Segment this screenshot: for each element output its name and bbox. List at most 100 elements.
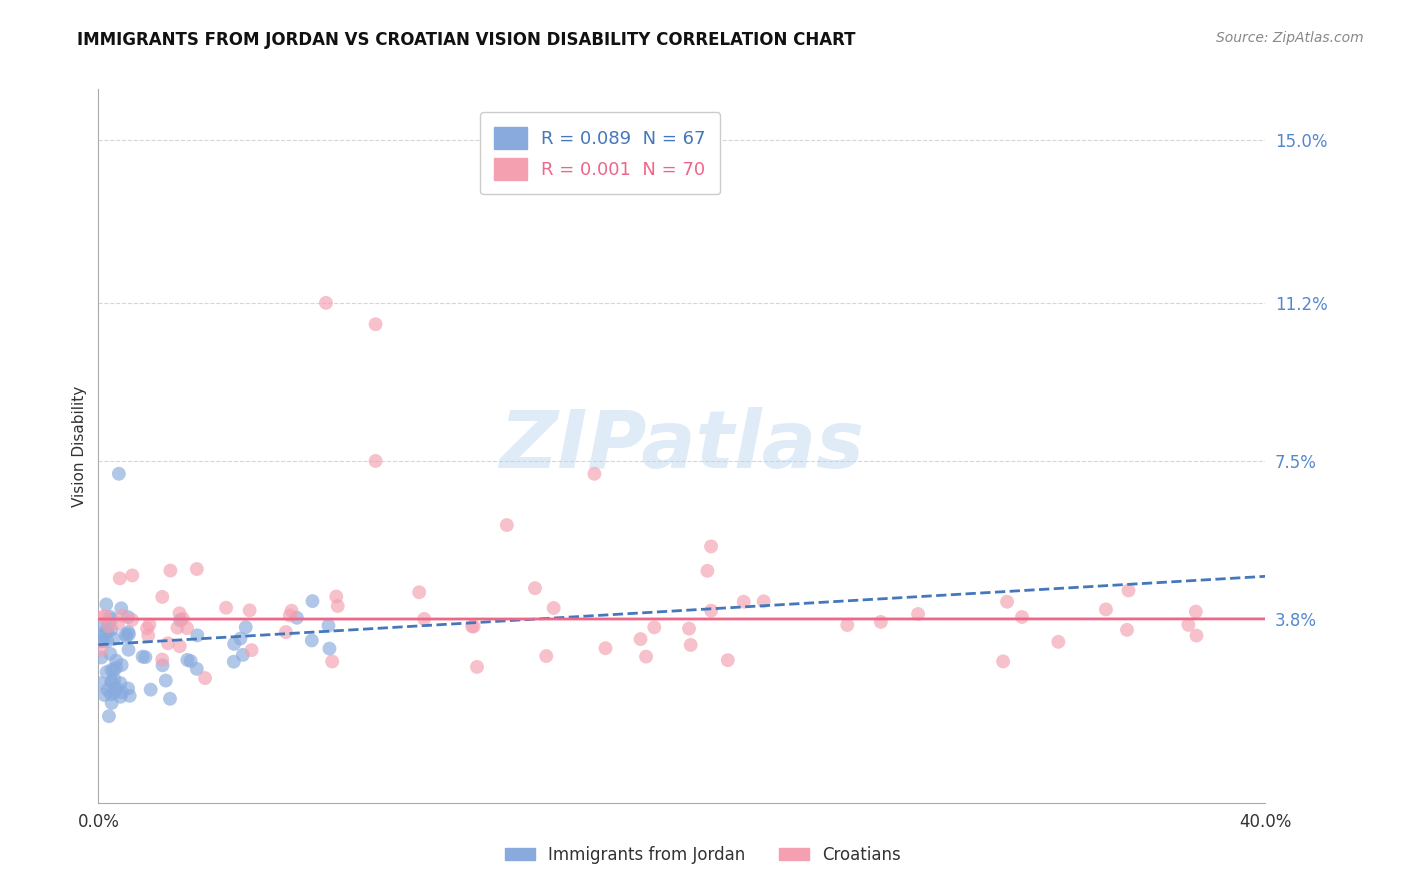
Point — [97, 709, 120, 723]
Point — [524, 581, 547, 595]
Legend: Immigrants from Jordan, Croatians: Immigrants from Jordan, Croatians — [498, 839, 908, 871]
Point — [121, 568, 143, 582]
Point — [229, 632, 252, 646]
Point — [364, 454, 387, 468]
Point — [1116, 623, 1139, 637]
Point — [150, 590, 173, 604]
Point — [103, 632, 125, 646]
Point — [169, 639, 191, 653]
Point — [169, 607, 191, 621]
Point — [837, 618, 859, 632]
Point — [180, 654, 202, 668]
Point — [117, 625, 139, 640]
Point — [98, 647, 121, 661]
Point — [172, 612, 194, 626]
Point — [159, 564, 181, 578]
Point — [991, 654, 1014, 668]
Point — [301, 633, 323, 648]
Point — [176, 653, 198, 667]
Point — [408, 585, 430, 599]
Point — [103, 673, 125, 687]
Point — [194, 671, 217, 685]
Point — [1185, 629, 1208, 643]
Point — [643, 620, 665, 634]
Point — [96, 634, 118, 648]
Point — [139, 682, 162, 697]
Point — [100, 687, 122, 701]
Point — [108, 467, 131, 481]
Point — [108, 571, 131, 585]
Point — [90, 676, 112, 690]
Point — [115, 630, 138, 644]
Point — [700, 604, 723, 618]
Point — [136, 621, 159, 635]
Point — [110, 690, 132, 704]
Point — [89, 634, 111, 648]
Point — [536, 649, 558, 664]
Point — [630, 632, 652, 646]
Point — [907, 607, 929, 621]
Point — [114, 627, 136, 641]
Text: Source: ZipAtlas.com: Source: ZipAtlas.com — [1216, 31, 1364, 45]
Text: ZIPatlas: ZIPatlas — [499, 407, 865, 485]
Point — [100, 623, 122, 637]
Point — [1095, 602, 1118, 616]
Point — [91, 634, 114, 648]
Point — [235, 620, 257, 634]
Point — [98, 609, 121, 624]
Point — [274, 625, 297, 640]
Point — [186, 662, 208, 676]
Point — [752, 594, 775, 608]
Point — [166, 621, 188, 635]
Point — [583, 467, 606, 481]
Point — [107, 616, 129, 631]
Point — [117, 642, 139, 657]
Point — [543, 601, 565, 615]
Point — [150, 652, 173, 666]
Point — [169, 613, 191, 627]
Point — [318, 618, 340, 632]
Point — [96, 682, 118, 697]
Point — [318, 641, 340, 656]
Point — [136, 628, 159, 642]
Point — [118, 627, 141, 641]
Point — [465, 660, 488, 674]
Point — [869, 615, 891, 629]
Point — [111, 658, 134, 673]
Point — [111, 685, 134, 699]
Point — [131, 649, 153, 664]
Point — [1011, 610, 1033, 624]
Point — [104, 686, 127, 700]
Point — [134, 650, 156, 665]
Point — [110, 676, 132, 690]
Point — [104, 682, 127, 697]
Point — [103, 664, 125, 678]
Point — [280, 604, 302, 618]
Point — [215, 600, 238, 615]
Point — [100, 696, 122, 710]
Point — [461, 619, 484, 633]
Point — [285, 611, 308, 625]
Point — [995, 595, 1018, 609]
Point — [733, 595, 755, 609]
Point — [138, 617, 160, 632]
Legend: R = 0.089  N = 67, R = 0.001  N = 70: R = 0.089 N = 67, R = 0.001 N = 70 — [479, 112, 720, 194]
Point — [717, 653, 740, 667]
Point — [413, 612, 436, 626]
Point — [496, 518, 519, 533]
Point — [121, 613, 143, 627]
Point — [93, 628, 115, 642]
Point — [678, 622, 700, 636]
Point — [186, 628, 208, 642]
Point — [595, 641, 617, 656]
Point — [90, 643, 112, 657]
Point — [1118, 583, 1140, 598]
Point — [156, 636, 179, 650]
Point — [240, 643, 263, 657]
Point — [96, 625, 118, 640]
Point — [315, 296, 337, 310]
Point — [101, 674, 124, 689]
Point — [159, 691, 181, 706]
Point — [94, 609, 117, 624]
Point — [91, 618, 114, 632]
